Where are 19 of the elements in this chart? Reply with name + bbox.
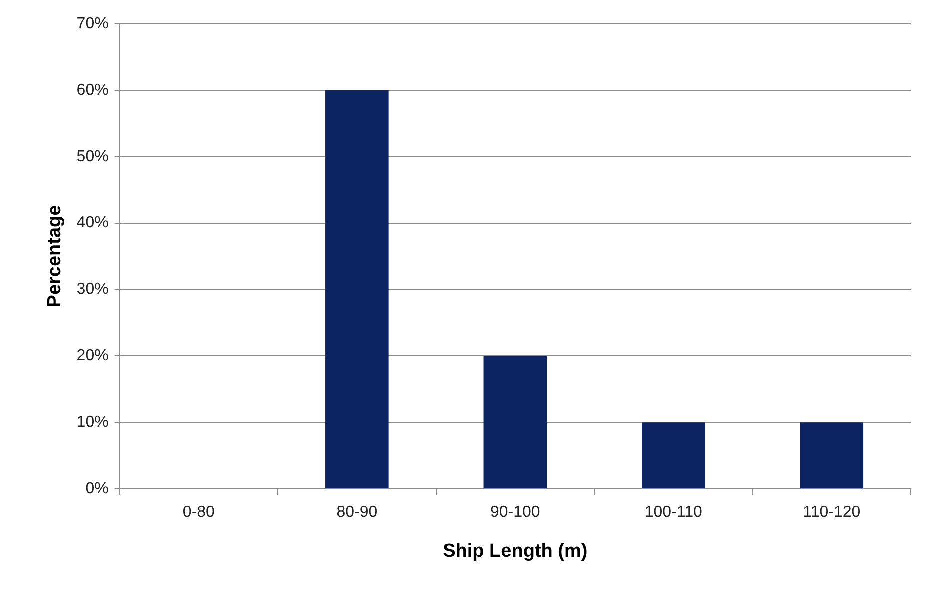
x-tick-label: 0-80 [182, 504, 216, 522]
bar [326, 90, 389, 488]
x-tick-label: 80-90 [336, 504, 378, 522]
y-tick-label: 60% [76, 82, 109, 99]
x-tick-label: 100-110 [644, 504, 703, 522]
y-axis-title: Percentage [44, 205, 66, 308]
y-tick-label: 30% [76, 281, 109, 298]
x-tick-label: 110-120 [803, 504, 861, 522]
x-tick-label: 90-100 [490, 504, 540, 522]
x-axis-title: Ship Length (m) [443, 540, 588, 562]
y-tick-label: 20% [76, 348, 109, 365]
bar [484, 356, 548, 488]
y-tick-label: 70% [76, 15, 109, 32]
y-tick-label: 0% [86, 480, 109, 498]
bar [800, 422, 864, 488]
y-tick-label: 50% [76, 148, 109, 166]
y-tick-label: 10% [76, 414, 109, 431]
bar [642, 422, 706, 488]
y-tick-label: 40% [76, 214, 109, 232]
